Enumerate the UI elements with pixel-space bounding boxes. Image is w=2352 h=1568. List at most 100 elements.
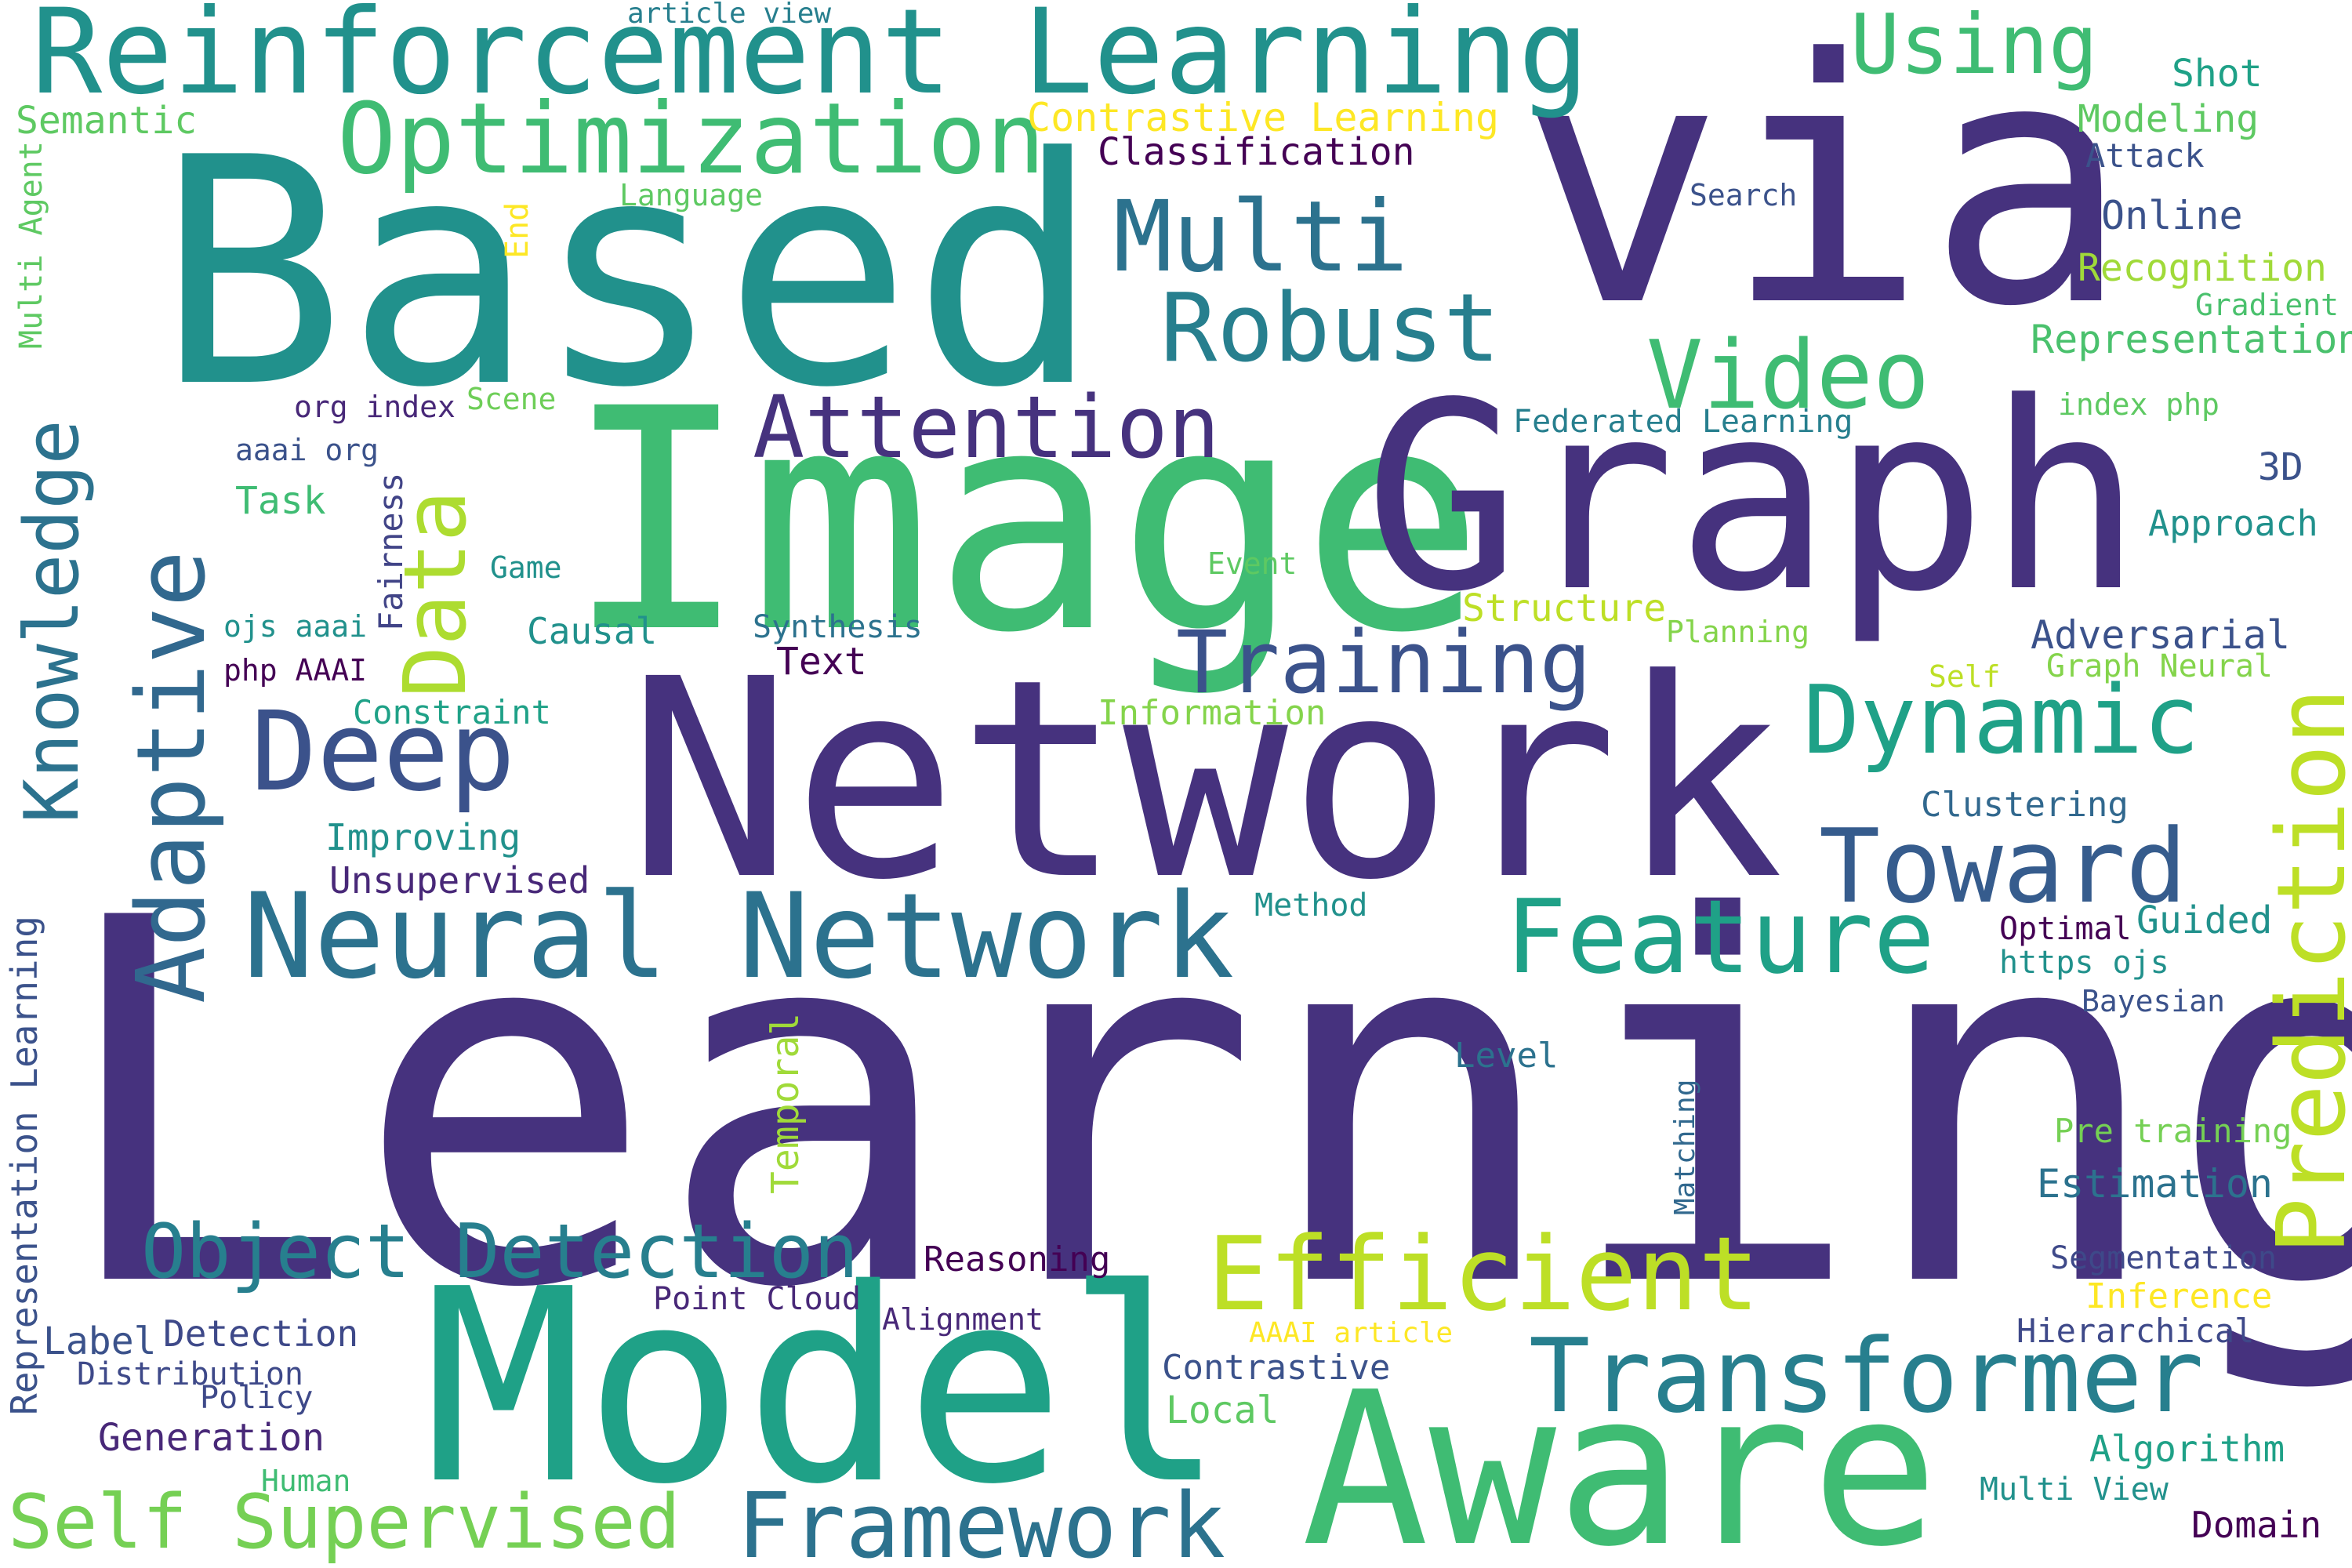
- word-knowledge: Knowledge: [9, 419, 96, 823]
- word-3d: 3D: [2258, 445, 2303, 489]
- word-adversarial: Adversarial: [2031, 612, 2291, 658]
- word-pre-training: Pre training: [2054, 1112, 2292, 1150]
- word-human: Human: [261, 1464, 351, 1498]
- word-multi-agent: Multi Agent: [13, 141, 49, 349]
- word-aware: Aware: [1301, 1346, 1939, 1568]
- word-via: via: [1521, 0, 2130, 380]
- word-approach: Approach: [2148, 503, 2318, 544]
- word-network: Network: [627, 620, 1784, 940]
- word-prediction: Prediction: [2258, 688, 2352, 1254]
- word-domain: Domain: [2191, 1504, 2322, 1546]
- word-toward: Toward: [1819, 807, 2187, 926]
- word-multi: Multi: [1113, 180, 1409, 294]
- word-temporal: Temporal: [764, 1012, 808, 1194]
- word-optimal: Optimal: [1999, 911, 2132, 947]
- word-deep: Deep: [251, 688, 516, 816]
- word-self-supervised: Self Supervised: [8, 1479, 681, 1566]
- word-detection: Detection: [163, 1312, 359, 1355]
- word-transformer: Transformer: [1529, 1316, 2204, 1436]
- word-synthesis: Synthesis: [753, 609, 923, 645]
- word-matching: Matching: [1669, 1079, 1701, 1215]
- word-estimation: Estimation: [2037, 1161, 2274, 1207]
- word-federated-learning: Federated Learning: [1513, 404, 1853, 440]
- word-graph: Graph: [1364, 347, 2143, 648]
- word-neural-network: Neural Network: [243, 869, 1235, 1005]
- word-attack: Attack: [2085, 136, 2205, 175]
- word-text: Text: [776, 640, 867, 684]
- word-org-index: org index: [294, 390, 456, 424]
- word-clustering: Clustering: [1921, 785, 2129, 825]
- word-framework: Framework: [737, 1474, 1226, 1568]
- word-reasoning: Reasoning: [924, 1240, 1111, 1279]
- word-search: Search: [1690, 178, 1798, 212]
- word-aaai-org: aaai org: [235, 433, 379, 467]
- word-label: Label: [43, 1319, 157, 1363]
- word-game: Game: [490, 550, 562, 585]
- word-causal: Causal: [527, 610, 658, 652]
- word-hierarchical: Hierarchical: [2016, 1312, 2255, 1350]
- word-fairness: Fairness: [372, 472, 410, 631]
- word-unsupervised: Unsupervised: [329, 859, 590, 902]
- word-recognition: Recognition: [2078, 246, 2327, 290]
- word-php-aaai: php AAAI: [223, 653, 368, 688]
- word-feature: Feature: [1505, 877, 1935, 996]
- word-improving: Improving: [325, 816, 521, 858]
- word-information: Information: [1098, 693, 1327, 733]
- word-robust: Robust: [1160, 274, 1501, 383]
- word-structure: Structure: [1462, 586, 1667, 630]
- word-ojs-aaai: ojs aaai: [223, 609, 368, 644]
- word-scene: Scene: [466, 382, 557, 416]
- word-aaai-article: AAAI article: [1249, 1317, 1454, 1349]
- word-video: Video: [1646, 321, 1930, 430]
- word-semantic: Semantic: [16, 99, 198, 143]
- word-gradient: Gradient: [2195, 288, 2339, 322]
- word-reinforcement-learning: Reinforcement Learning: [31, 0, 1589, 121]
- word-training: Training: [1176, 612, 1592, 713]
- word-using: Using: [1850, 0, 2099, 93]
- word-local: Local: [1166, 1388, 1279, 1432]
- word-guided: Guided: [2136, 898, 2273, 942]
- word-generation: Generation: [98, 1416, 325, 1460]
- word-algorithm: Algorithm: [2089, 1428, 2285, 1470]
- word-image: Image: [564, 343, 1485, 699]
- word-object-detection: Object Detection: [141, 1209, 859, 1295]
- word-policy: Policy: [200, 1380, 314, 1416]
- word-classification: Classification: [1098, 130, 1415, 174]
- word-optimization: Optimization: [337, 82, 1046, 196]
- word-efficient: Efficient: [1207, 1214, 1760, 1334]
- word-model: Model: [423, 1232, 1226, 1543]
- word-constraint: Constraint: [353, 693, 551, 731]
- word-alignment: Alignment: [882, 1302, 1044, 1337]
- word-segmentation: Segmentation: [2050, 1240, 2277, 1276]
- word-contrastive: Contrastive: [1162, 1348, 1391, 1388]
- word-dynamic: Dynamic: [1803, 666, 2200, 775]
- word-representation: Representation: [2031, 317, 2352, 362]
- word-contrastive-learning: Contrastive Learning: [1027, 95, 1500, 140]
- word-level: Level: [1454, 1036, 1559, 1076]
- word-https-ojs: https ojs: [1999, 945, 2169, 981]
- word-language: Language: [619, 178, 764, 212]
- word-end: End: [499, 201, 535, 259]
- word-shot: Shot: [2172, 52, 2263, 96]
- word-method: Method: [1254, 887, 1368, 924]
- word-learning: Learning: [52, 813, 2352, 1397]
- word-modeling: Modeling: [2078, 97, 2259, 141]
- word-attention: Attention: [753, 377, 1221, 477]
- word-event: Event: [1207, 546, 1298, 581]
- word-bayesian: Bayesian: [2082, 984, 2226, 1018]
- word-inference: Inference: [2085, 1276, 2273, 1316]
- word-representation-learning: Representation Learning: [3, 916, 45, 1415]
- word-task: Task: [235, 479, 326, 523]
- word-based: Based: [157, 92, 1102, 456]
- word-distribution: Distribution: [77, 1356, 303, 1392]
- word-article-view: article view: [627, 0, 832, 30]
- word-online: Online: [2101, 193, 2243, 238]
- word-planning: Planning: [1666, 615, 1810, 649]
- word-point-cloud: Point Cloud: [653, 1281, 861, 1317]
- word-multi-view: Multi View: [1980, 1472, 2169, 1508]
- word-graph-neural: Graph Neural: [2046, 648, 2273, 684]
- word-adaptive: Adaptive: [118, 550, 227, 1004]
- word-index-php: index php: [2058, 387, 2220, 422]
- word-self: Self: [1929, 659, 2001, 694]
